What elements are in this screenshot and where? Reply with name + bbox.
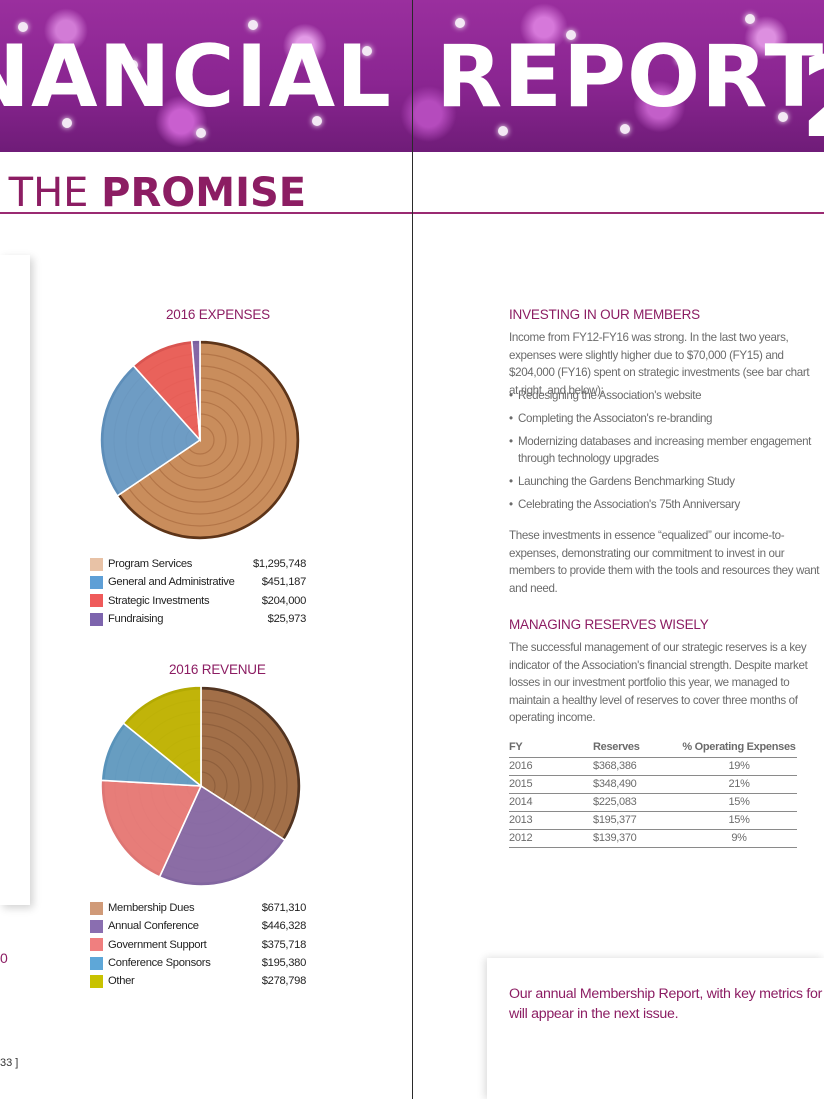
expenses-legend-swatch	[90, 575, 103, 589]
banner-word-year: 2	[800, 42, 824, 152]
banner-word-financial: NANCIAL	[0, 27, 392, 127]
cell-reserves: $225,083	[593, 793, 681, 812]
revenue-legend-value: $671,310	[261, 902, 307, 915]
callout-card	[487, 958, 824, 1099]
revenue-legend-item: Conference Sponsors $195,380	[90, 954, 306, 972]
expenses-legend-label: Program Services	[108, 558, 193, 571]
col-fy: FY	[509, 738, 593, 758]
reserves-table-header: FY Reserves % Operating Expenses	[509, 738, 797, 758]
revenue-legend-item: Government Support $375,718	[90, 936, 306, 954]
revenue-legend-label: Other	[108, 975, 135, 988]
expenses-legend-value: $451,187	[261, 576, 307, 589]
expenses-pie-slice	[116, 339, 301, 541]
expenses-legend-item: Strategic Investments $204,000	[90, 592, 306, 610]
left-text-fragment: 0	[0, 950, 8, 966]
cell-reserves: $368,386	[593, 757, 681, 776]
expenses-pie-chart	[99, 339, 301, 541]
revenue-legend: Membership Dues $671,310 Annual Conference…	[90, 899, 306, 990]
expenses-legend-swatch	[90, 557, 103, 571]
table-row: 2012 $139,370 9%	[509, 829, 797, 848]
expenses-pie-slice	[99, 364, 202, 498]
expenses-legend-value: $25,973	[267, 613, 307, 626]
revenue-legend-item: Other $278,798	[90, 972, 306, 990]
cell-reserves: $195,377	[593, 811, 681, 830]
expenses-title: 2016 EXPENSES	[166, 307, 270, 322]
expenses-legend-value: $1,295,748	[253, 558, 306, 571]
cell-fy: 2012	[509, 829, 593, 848]
revenue-legend-value: $278,798	[261, 975, 307, 988]
headline-bold: PROMISE	[101, 170, 307, 216]
expenses-legend-item: General and Administrative $451,187	[90, 573, 306, 591]
revenue-legend-label: Conference Sponsors	[108, 957, 211, 970]
investing-bullet-list: Redesigning the Association's website Com…	[509, 388, 821, 520]
cell-reserves: $139,370	[593, 829, 681, 848]
cell-percent: 9%	[681, 829, 797, 848]
callout-line-1: Our annual Membership Report, with key m…	[509, 986, 824, 1002]
revenue-legend-swatch	[90, 974, 103, 988]
expenses-legend-label: General and Administrative	[108, 576, 235, 589]
page-number: 33 ]	[0, 1057, 19, 1069]
expenses-legend-item: Program Services $1,295,748	[90, 555, 306, 573]
investing-bullet: Completing the Associaton's re-branding	[509, 411, 821, 428]
revenue-legend-swatch	[90, 956, 103, 970]
cell-percent: 15%	[681, 793, 797, 812]
investing-heading: INVESTING IN OUR MEMBERS	[509, 307, 700, 322]
expenses-legend-swatch	[90, 612, 103, 626]
revenue-title: 2016 REVENUE	[169, 662, 266, 677]
revenue-pie-slice	[100, 779, 203, 879]
cell-fy: 2015	[509, 775, 593, 794]
revenue-legend-item: Membership Dues $671,310	[90, 899, 306, 917]
cell-percent: 19%	[681, 757, 797, 776]
page-gutter	[412, 0, 413, 1099]
revenue-legend-value: $195,380	[261, 957, 307, 970]
cell-percent: 21%	[681, 775, 797, 794]
revenue-legend-value: $446,328	[261, 920, 307, 933]
revenue-legend-swatch	[90, 938, 103, 952]
revenue-legend-swatch	[90, 919, 103, 933]
reserves-heading: MANAGING RESERVES WISELY	[509, 617, 709, 632]
revenue-legend-swatch	[90, 901, 103, 915]
expenses-legend: Program Services $1,295,748 General and Ad…	[90, 555, 306, 628]
table-row: 2015 $348,490 21%	[509, 775, 797, 794]
reserves-body: The successful management of our strateg…	[509, 641, 808, 725]
cell-fy: 2016	[509, 757, 593, 776]
cell-fy: 2014	[509, 793, 593, 812]
table-row: 2014 $225,083 15%	[509, 793, 797, 812]
reserves-table: FY Reserves % Operating Expenses 2016 $36…	[509, 738, 797, 848]
investing-bullet: Modernizing databases and increasing mem…	[509, 434, 821, 467]
cell-fy: 2013	[509, 811, 593, 830]
expenses-legend-label: Fundraising	[108, 613, 164, 626]
revenue-pie-slice	[122, 686, 202, 788]
page-headline: N THE PROMISE	[0, 170, 306, 216]
banner-word-report: REPORT	[436, 27, 824, 127]
table-row: 2013 $195,377 15%	[509, 811, 797, 830]
table-row: 2016 $368,386 19%	[509, 757, 797, 776]
revenue-legend-label: Membership Dues	[108, 902, 195, 915]
expenses-pie-slice	[190, 339, 201, 441]
investing-bullet: Celebrating the Association's 75th Anniv…	[509, 497, 821, 514]
col-operating-expenses: % Operating Expenses	[681, 738, 797, 758]
cell-reserves: $348,490	[593, 775, 681, 794]
callout-line-2: will appear in the next issue.	[509, 1006, 679, 1022]
expenses-legend-swatch	[90, 594, 103, 608]
revenue-legend-label: Annual Conference	[108, 920, 199, 933]
investing-bullet: Launching the Gardens Benchmarking Study	[509, 474, 821, 491]
revenue-legend-value: $375,718	[261, 938, 307, 951]
expenses-legend-label: Strategic Investments	[108, 594, 210, 607]
expenses-legend-value: $204,000	[261, 594, 307, 607]
revenue-pie-chart	[100, 686, 302, 887]
col-reserves: Reserves	[593, 738, 681, 758]
membership-report-callout: Our annual Membership Report, with key m…	[509, 984, 824, 1024]
revenue-legend-label: Government Support	[108, 938, 207, 951]
expenses-legend-item: Fundraising $25,973	[90, 610, 306, 628]
left-card-edge	[0, 255, 30, 905]
cell-percent: 15%	[681, 811, 797, 830]
revenue-pie-slice	[158, 784, 287, 887]
investing-closing: These investments in essence “equalized”…	[509, 529, 820, 595]
headline-lead: N THE	[0, 170, 89, 216]
revenue-legend-item: Annual Conference $446,328	[90, 917, 306, 935]
investing-bullet: Redesigning the Association's website	[509, 388, 821, 405]
